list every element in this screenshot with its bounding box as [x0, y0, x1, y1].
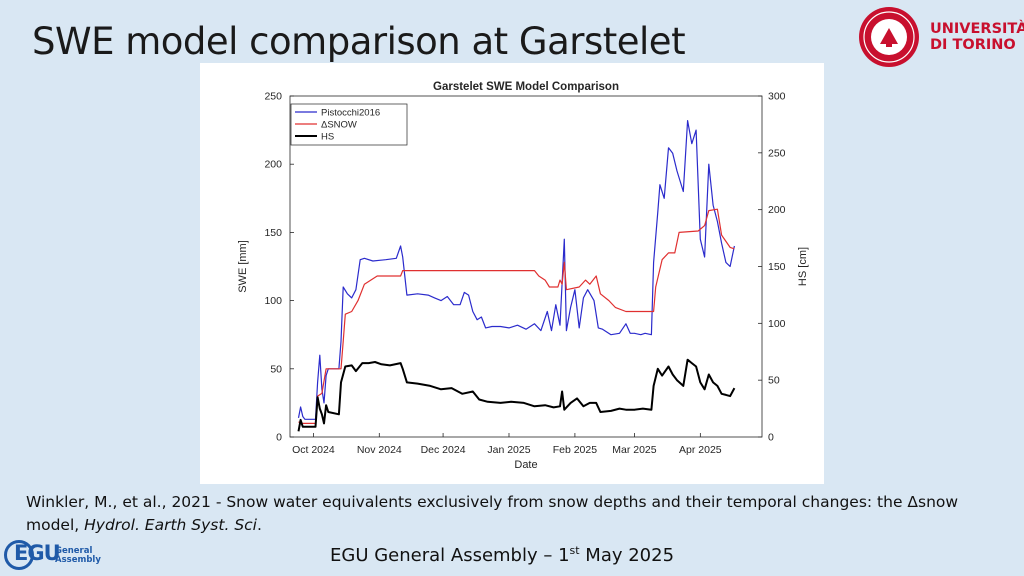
x-tick-label: Jan 2025	[487, 444, 530, 456]
egu-mark: EGU	[14, 541, 61, 565]
citation: Winkler, M., et al., 2021 - Snow water e…	[26, 491, 1001, 537]
university-wordmark-line2: DI TORINO	[930, 37, 1016, 53]
y2-tick-label: 50	[768, 375, 780, 387]
y2-axis-label: HS [cm]	[797, 247, 809, 286]
series-line-2	[297, 358, 736, 432]
plot-frame	[289, 95, 763, 438]
y-tick-label: 100	[264, 295, 282, 307]
university-wordmark-line1: UNIVERSITÀ	[930, 21, 1024, 37]
y2-tick-label: 300	[768, 91, 786, 103]
series-line-1	[298, 208, 735, 424]
x-tick-label: Dec 2024	[421, 444, 466, 456]
y2-tick-label: 100	[768, 318, 786, 330]
egu-wordmark-line2: Assembly	[55, 555, 101, 565]
y-tick-label: 0	[276, 432, 282, 444]
egu-logo: EGU General Assembly	[4, 538, 124, 574]
egu-ring-icon	[4, 540, 34, 570]
y2-tick-label: 0	[768, 432, 774, 444]
x-tick-label: Mar 2025	[612, 444, 657, 456]
y2-tick-label: 250	[768, 147, 786, 159]
footer-ordinal: st	[569, 544, 580, 557]
footer-text: EGU General Assembly – 1	[330, 545, 570, 566]
x-tick-label: Oct 2024	[292, 444, 335, 456]
y2-tick-label: 150	[768, 261, 786, 273]
y-tick-label: 250	[264, 91, 282, 103]
swe-comparison-chart: 0 50 100 150 200 250 0 50 100 150 200 250 300 Oct 202…	[237, 81, 809, 471]
x-axis-label: Date	[514, 459, 537, 471]
legend-label: HS	[321, 132, 334, 143]
legend-label: ΔSNOW	[321, 120, 357, 131]
y-tick-label: 50	[270, 363, 282, 375]
y-axis-label: SWE [mm]	[237, 240, 249, 293]
footer: EGU General Assembly – 1st May 2025	[330, 544, 674, 566]
x-tick-label: Nov 2024	[357, 444, 402, 456]
x-tick-label: Apr 2025	[679, 444, 722, 456]
egu-wordmark: General Assembly	[55, 547, 101, 565]
citation-journal: Hydrol. Earth Syst. Sci	[84, 516, 257, 534]
footer-date: May 2025	[579, 545, 675, 566]
university-seal-icon	[859, 7, 919, 67]
university-logo: UNIVERSITÀ DI TORINO	[858, 6, 1024, 68]
citation-end: .	[257, 516, 262, 534]
y2-tick-label: 200	[768, 204, 786, 216]
x-tick-label: Feb 2025	[553, 444, 598, 456]
university-wordmark: UNIVERSITÀ DI TORINO	[930, 21, 1024, 53]
legend-label: Pistocchi2016	[321, 108, 380, 119]
y-tick-label: 200	[264, 159, 282, 171]
series-line-0	[297, 120, 735, 420]
chart-panel: 0 50 100 150 200 250 0 50 100 150 200 250 300 Oct 202…	[200, 63, 824, 484]
chart-title: Garstelet SWE Model Comparison	[433, 81, 619, 93]
slide-title: SWE model comparison at Garstelet	[32, 20, 686, 63]
egu-wordmark-line1: General	[55, 546, 93, 556]
y-tick-label: 150	[264, 227, 282, 239]
citation-text: Winkler, M., et al., 2021 - Snow water e…	[26, 493, 959, 534]
